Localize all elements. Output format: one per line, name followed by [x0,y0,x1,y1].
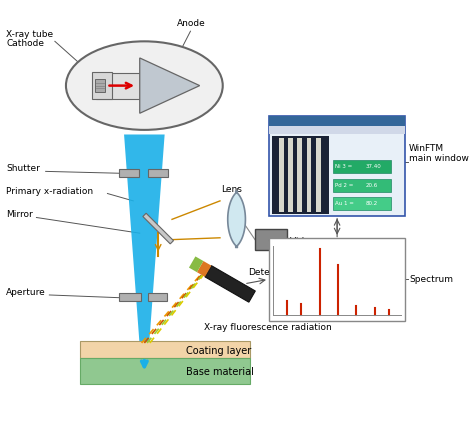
Text: 37.40: 37.40 [366,164,382,169]
Ellipse shape [66,41,223,130]
Bar [269,116,405,216]
Text: Coating layer: Coating layer [186,346,251,356]
Text: X-ray tube: X-ray tube [6,30,53,39]
Bar [119,293,141,302]
Polygon shape [124,135,164,371]
Bar [272,136,329,214]
Polygon shape [189,256,203,272]
Text: Cathode: Cathode [6,39,44,48]
Text: Anode: Anode [177,19,205,27]
Bar [307,138,311,212]
Bar [118,169,139,177]
Text: Ni 3 =: Ni 3 = [335,164,353,169]
Bar [96,73,145,99]
Polygon shape [197,261,211,277]
Polygon shape [228,191,246,247]
Bar [288,138,293,212]
Bar [95,79,105,92]
Bar [80,358,250,384]
Bar [269,238,405,321]
Bar [269,126,405,135]
Bar [148,293,167,302]
Bar [298,138,302,212]
Text: Video camera: Video camera [290,237,353,246]
Text: Aperture: Aperture [6,288,46,297]
Text: Primary x-radiation: Primary x-radiation [6,187,93,195]
Bar [255,230,287,250]
Text: Pd 2 =: Pd 2 = [335,183,354,188]
Text: 80.2: 80.2 [366,201,378,206]
Text: Spectrum: Spectrum [409,275,453,284]
Bar [333,160,391,173]
Bar [333,197,391,210]
Bar [80,341,250,358]
Bar [148,169,168,177]
Text: Mirror: Mirror [6,211,33,220]
Text: 20.6: 20.6 [366,183,378,188]
Polygon shape [140,58,200,113]
Bar [333,179,391,192]
Bar [269,116,405,126]
Text: WinFTM
main window: WinFTM main window [409,144,469,163]
Text: X-ray fluorescence radiation: X-ray fluorescence radiation [204,323,332,332]
Bar [279,138,283,212]
Text: Au 1 =: Au 1 = [335,201,354,206]
Text: Detector: Detector [248,268,288,277]
Text: Lens: Lens [221,185,242,194]
Polygon shape [205,266,255,302]
Text: Base material: Base material [186,367,254,377]
Bar [316,138,320,212]
Text: Shutter: Shutter [6,165,40,173]
Polygon shape [143,213,173,244]
Bar [92,72,112,99]
